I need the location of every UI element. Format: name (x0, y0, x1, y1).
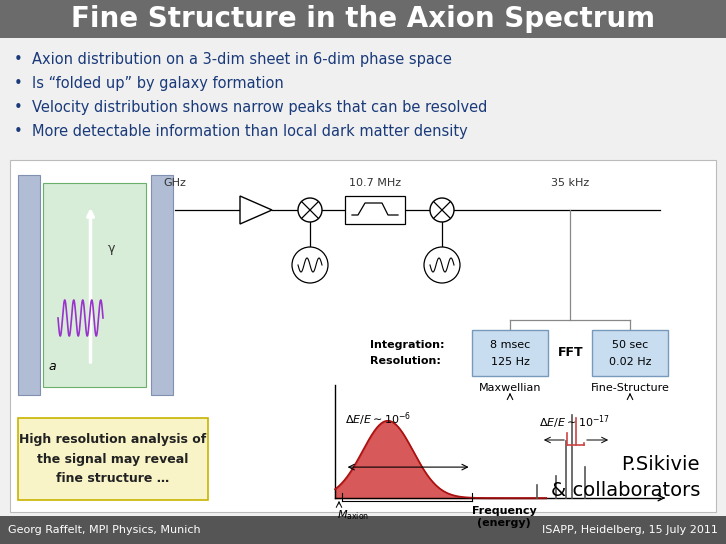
Text: 125 Hz: 125 Hz (491, 357, 529, 367)
Text: High resolution analysis of
the signal may reveal
fine structure …: High resolution analysis of the signal m… (20, 434, 207, 485)
Text: •  More detectable information than local dark matter density: • More detectable information than local… (14, 124, 468, 139)
Circle shape (424, 247, 460, 283)
Text: Maxwellian: Maxwellian (478, 383, 542, 393)
Text: FFT: FFT (558, 347, 584, 360)
Text: Georg Raffelt, MPI Physics, Munich: Georg Raffelt, MPI Physics, Munich (8, 525, 200, 535)
Text: γ: γ (108, 242, 115, 255)
Text: P.Sikivie
& collaborators: P.Sikivie & collaborators (550, 455, 700, 500)
Text: Fine Structure in the Axion Spectrum: Fine Structure in the Axion Spectrum (71, 5, 655, 33)
Text: $\Delta E/E \sim 10^{-6}$: $\Delta E/E \sim 10^{-6}$ (345, 410, 411, 428)
Bar (345, 196, 405, 224)
Bar (18, 418, 208, 500)
Text: •  Is “folded up” by galaxy formation: • Is “folded up” by galaxy formation (14, 76, 284, 91)
Bar (0, 516, 726, 544)
Text: 8 msec: 8 msec (490, 340, 530, 350)
Bar (10, 160, 716, 512)
Bar (472, 330, 548, 376)
Text: 35 kHz: 35 kHz (551, 178, 589, 188)
Bar (0, 0, 726, 38)
Text: Resolution:: Resolution: (370, 356, 441, 366)
Text: GHz: GHz (163, 178, 187, 188)
Text: •  Velocity distribution shows narrow peaks that can be resolved: • Velocity distribution shows narrow pea… (14, 100, 487, 115)
Text: Frequency
(energy): Frequency (energy) (472, 506, 537, 528)
Circle shape (292, 247, 328, 283)
Text: Integration:: Integration: (370, 340, 444, 350)
Text: 0.02 Hz: 0.02 Hz (608, 357, 651, 367)
Bar (592, 330, 668, 376)
Text: •  Axion distribution on a 3-dim sheet in 6-dim phase space: • Axion distribution on a 3-dim sheet in… (14, 52, 452, 67)
Text: 50 sec: 50 sec (612, 340, 648, 350)
Text: a: a (48, 360, 56, 373)
Text: $M_{\rm axion}$: $M_{\rm axion}$ (337, 508, 370, 522)
Bar (43, 183, 146, 387)
Text: ISAPP, Heidelberg, 15 July 2011: ISAPP, Heidelberg, 15 July 2011 (542, 525, 718, 535)
Circle shape (430, 198, 454, 222)
Text: Fine-Structure: Fine-Structure (590, 383, 669, 393)
Text: $\Delta E/E \sim 10^{-17}$: $\Delta E/E \sim 10^{-17}$ (539, 413, 610, 431)
Polygon shape (240, 196, 272, 224)
Bar (151, 175, 173, 395)
Text: 10.7 MHz: 10.7 MHz (349, 178, 401, 188)
Bar (18, 175, 40, 395)
Circle shape (298, 198, 322, 222)
